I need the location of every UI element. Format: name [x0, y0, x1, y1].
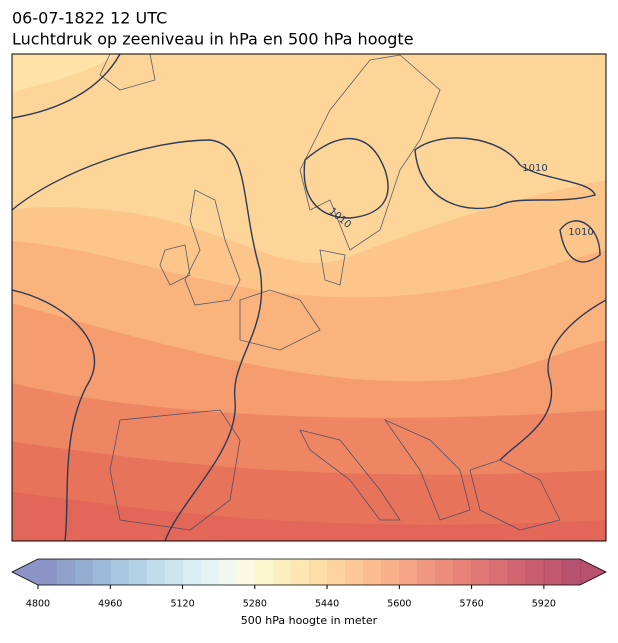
colorbar-segment [345, 559, 364, 585]
contour-label: 1010 [522, 163, 547, 174]
colorbar-segment [200, 559, 220, 585]
colorbar-extend-high [580, 559, 606, 585]
colorbar-segment [236, 559, 256, 585]
colorbar-extend-low [12, 559, 38, 585]
colorbar-segment [182, 559, 201, 585]
colorbar-segment [561, 559, 581, 585]
colorbar-segment [56, 559, 75, 585]
colorbar-segment [507, 559, 527, 585]
subtitle: Luchtdruk op zeeniveau in hPa en 500 hPa… [12, 30, 414, 49]
map: 1010 1010 1010 [12, 54, 606, 541]
colorbar-segment [543, 559, 563, 585]
colorbar-tick-label: 5120 [170, 599, 194, 610]
colorbar-segment [128, 559, 147, 585]
colorbar-segment [471, 559, 491, 585]
title: 06-07-1822 12 UTC [12, 9, 167, 28]
colorbar-segment [381, 559, 400, 585]
colorbar-outline [11, 558, 607, 586]
colorbar-segment [489, 559, 509, 585]
colorbar-segment [309, 559, 328, 585]
colorbar-segment [453, 559, 472, 585]
colorbar-segment [363, 559, 382, 585]
colorbar-segment [74, 559, 93, 585]
colorbar-segment [435, 559, 454, 585]
colorbar-segment [399, 559, 418, 585]
colorbar-label: 500 hPa hoogte in meter [241, 614, 378, 627]
colorbar-segment [164, 559, 183, 585]
colorbar-tick-label: 5440 [315, 599, 339, 610]
colorbar-segment [218, 559, 238, 585]
colorbar-segment [254, 559, 274, 585]
map-frame [11, 53, 607, 542]
colorbar-segment [110, 559, 129, 585]
colorbar-tick-label: 4960 [98, 599, 122, 610]
colorbar-tick-label: 4800 [26, 599, 50, 610]
colorbar-tick-label: 5760 [460, 599, 484, 610]
colorbar-tick-label: 5280 [243, 599, 267, 610]
colorbar-segment [417, 559, 436, 585]
colorbar-segment [525, 559, 545, 585]
colorbar-segment [327, 559, 346, 585]
colorbar-segment [272, 559, 292, 585]
colorbar-segment [92, 559, 111, 585]
colorbar: 4800 4960 5120 5280 5440 5600 5760 5920 [11, 558, 607, 610]
colorbar-segment [146, 559, 165, 585]
colorbar-tick-label: 5920 [532, 599, 556, 610]
colorbar-segment [38, 559, 57, 585]
colorbar-segment [290, 559, 310, 585]
colorbar-tick-label: 5600 [387, 599, 411, 610]
contour-label: 1010 [568, 227, 593, 238]
